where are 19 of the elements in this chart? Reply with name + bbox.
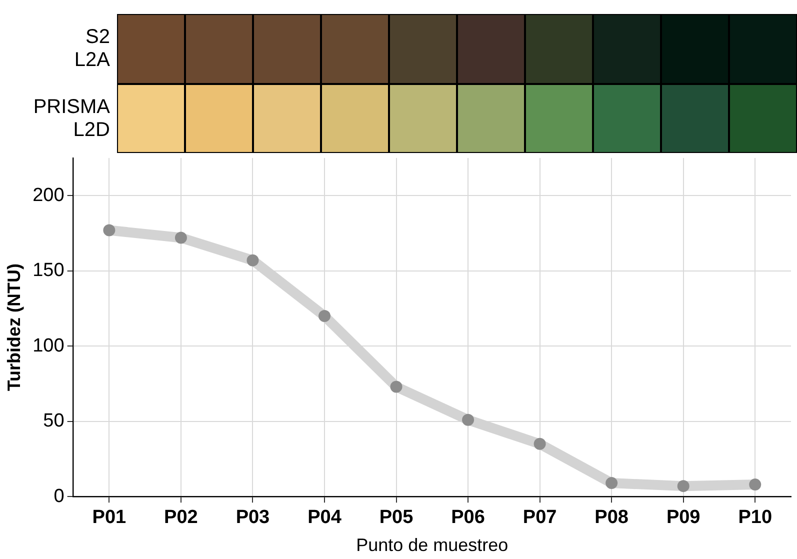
x-tick-label: P09 (666, 507, 700, 528)
x-tick-label: P05 (379, 507, 414, 528)
x-tick-label: P06 (451, 507, 485, 528)
x-tick-label: P10 (738, 507, 772, 528)
y-tick-label: 50 (43, 410, 64, 432)
y-tick-label: 200 (32, 184, 64, 206)
x-tick-label: P08 (594, 507, 628, 528)
text: PRISMA L2D (33, 96, 110, 142)
y-tick-label: 150 (32, 260, 64, 282)
x-axis-title: Punto de muestreo (356, 535, 508, 556)
x-tick-label: P03 (236, 507, 270, 528)
y-axis-title: Turbidez (NTU) (4, 263, 24, 392)
x-tick-label: P01 (92, 507, 127, 528)
y-tick-label: 0 (54, 486, 64, 507)
y-tick-label: 100 (32, 335, 64, 356)
text: S2 L2A (74, 26, 110, 72)
x-tick-label: P07 (522, 507, 557, 528)
x-tick-label: P04 (308, 507, 342, 528)
x-tick-label: P02 (164, 507, 198, 528)
